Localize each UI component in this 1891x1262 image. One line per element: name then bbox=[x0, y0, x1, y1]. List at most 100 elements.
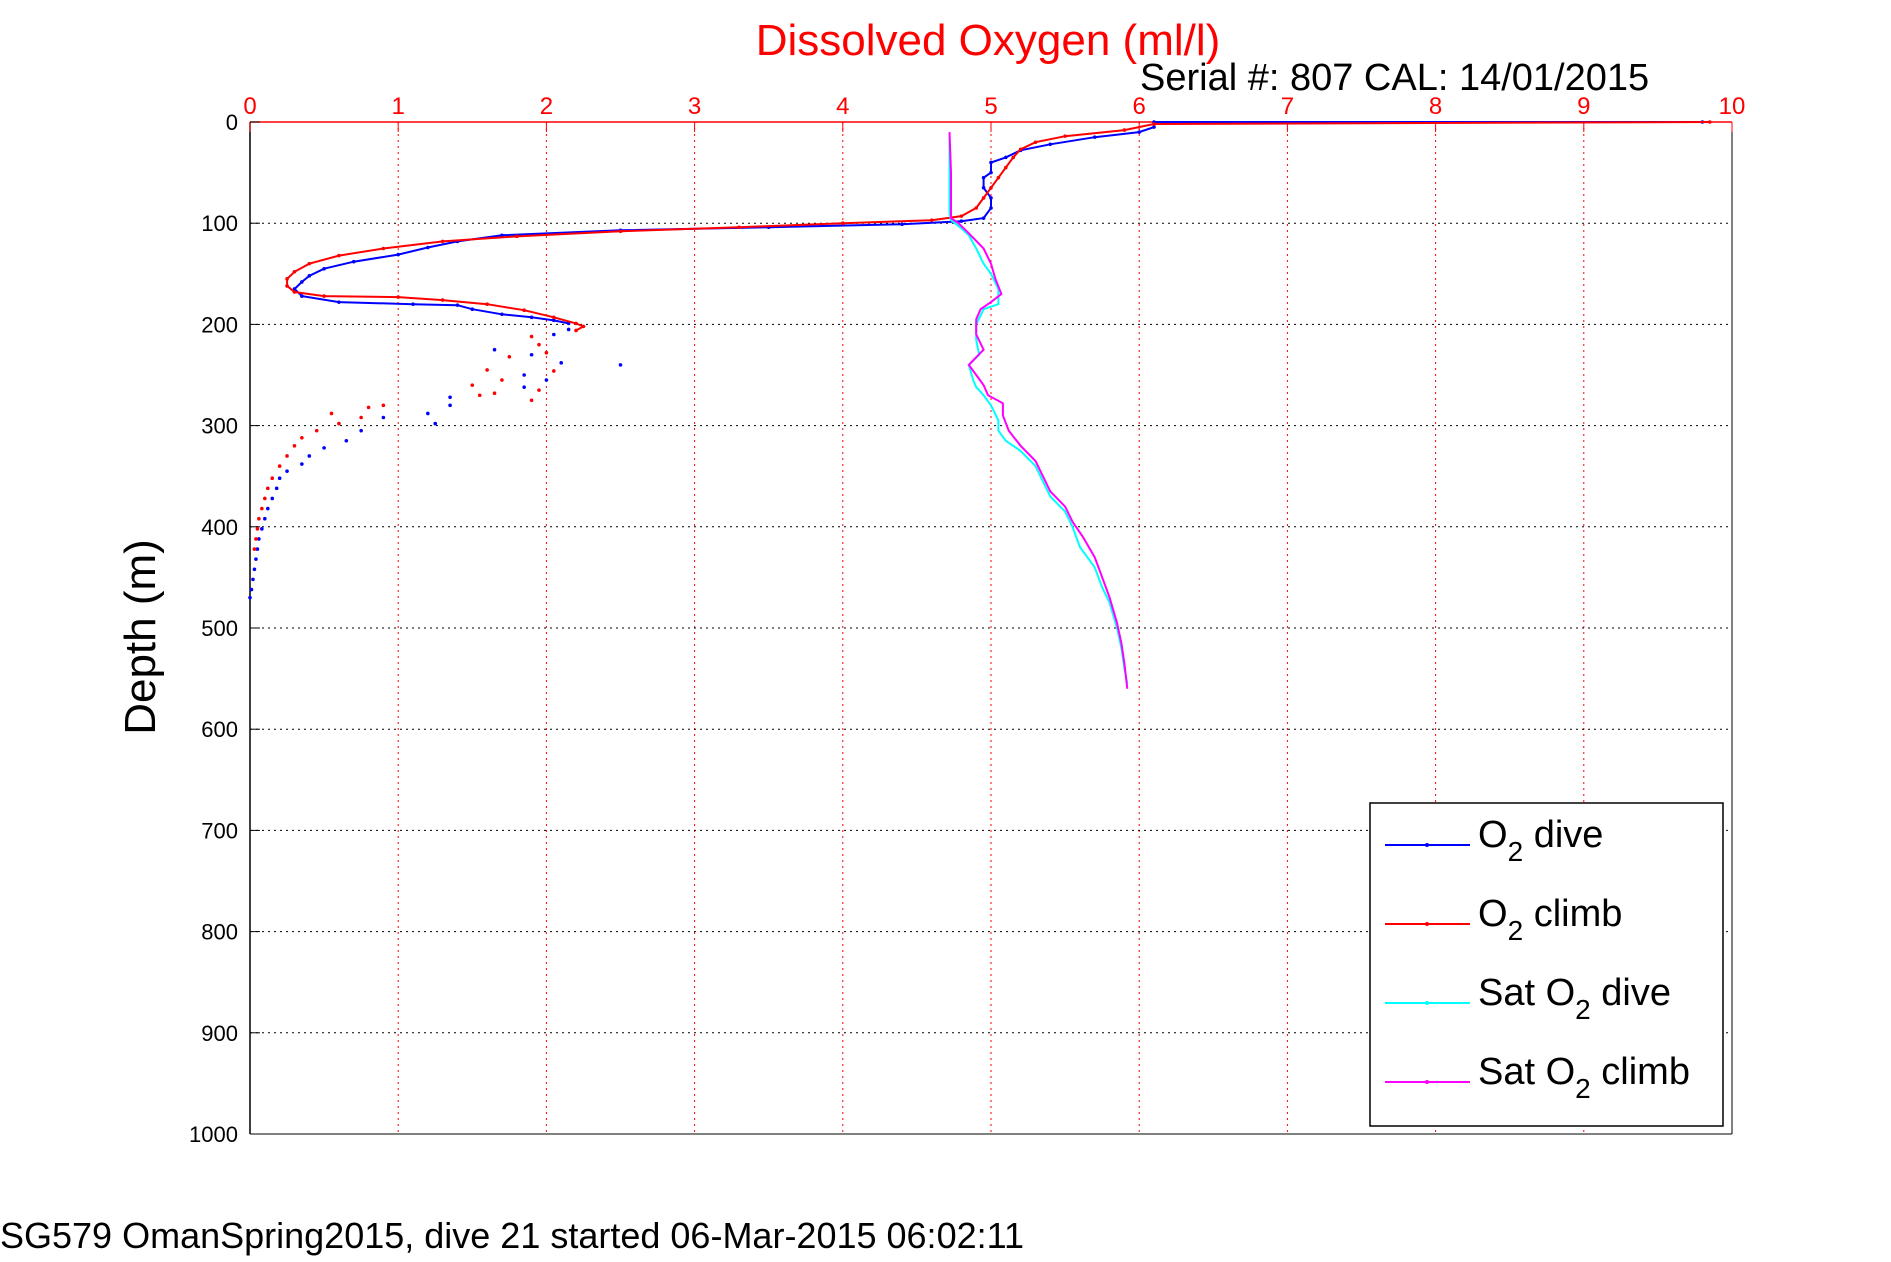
data-point-o2-dive bbox=[1137, 130, 1141, 134]
data-point-o2-dive-scatter bbox=[277, 476, 282, 481]
data-point-o2-dive bbox=[981, 175, 986, 180]
data-point-o2-climb bbox=[1011, 155, 1016, 160]
plot-area: 0 1 2 3 4 5 6 7 8 9 100100200300400500600700800900… bbox=[189, 93, 1745, 1147]
data-point-o2-dive bbox=[500, 233, 504, 238]
data-point-o2-dive bbox=[989, 160, 993, 165]
data-point-o2-climb bbox=[737, 225, 741, 230]
data-point-o2-dive-scatter bbox=[263, 516, 267, 521]
y-tick-label: 500 bbox=[201, 616, 238, 641]
data-point-o2-dive-scatter bbox=[254, 557, 258, 561]
data-point-o2-dive-scatter bbox=[522, 373, 526, 377]
data-point-o2-climb-scatter bbox=[500, 378, 504, 382]
legend-marker bbox=[1425, 843, 1429, 847]
chart-subtitle: Serial #: 807 CAL: 14/01/2015 bbox=[1140, 57, 1649, 99]
data-point-o2-climb bbox=[396, 295, 401, 299]
y-tick-label: 1000 bbox=[189, 1122, 238, 1147]
data-point-o2-climb bbox=[285, 284, 289, 288]
data-point-o2-dive-scatter bbox=[552, 332, 556, 337]
legend-box bbox=[1369, 802, 1724, 1127]
data-point-o2-dive bbox=[529, 315, 534, 320]
y-tick-label: 700 bbox=[201, 818, 238, 843]
data-point-o2-climb-scatter bbox=[257, 516, 261, 521]
data-point-o2-dive bbox=[337, 300, 341, 304]
data-point-o2-climb-scatter bbox=[277, 464, 282, 468]
data-point-o2-dive bbox=[1048, 142, 1053, 147]
data-point-o2-climb bbox=[292, 269, 297, 274]
y-tick-label: 800 bbox=[201, 920, 238, 945]
y-axis-label: Depth (m) bbox=[116, 539, 165, 735]
data-point-o2-climb bbox=[552, 315, 556, 320]
data-point-o2-dive bbox=[300, 294, 304, 298]
data-point-o2-dive bbox=[900, 222, 904, 227]
data-point-o2-dive-scatter bbox=[307, 454, 312, 458]
data-point-o2-climb-scatter bbox=[337, 421, 341, 426]
data-point-o2-dive-scatter bbox=[492, 347, 497, 352]
data-point-o2-climb-scatter bbox=[329, 411, 334, 416]
data-point-o2-climb-scatter bbox=[477, 393, 482, 398]
data-point-o2-dive-scatter bbox=[322, 446, 326, 450]
x-tick-label: 10 bbox=[1719, 93, 1746, 120]
data-point-o2-dive-scatter bbox=[255, 547, 260, 551]
data-point-o2-climb-scatter bbox=[537, 388, 541, 392]
data-point-o2-dive-scatter bbox=[344, 438, 349, 443]
data-point-o2-climb-scatter bbox=[270, 476, 275, 481]
data-point-o2-climb-scatter bbox=[263, 496, 267, 501]
data-point-o2-climb bbox=[381, 246, 386, 251]
legend-marker bbox=[1425, 922, 1429, 926]
data-point-o2-climb bbox=[292, 290, 297, 294]
data-point-o2-climb-scatter bbox=[252, 547, 257, 551]
data-point-o2-dive bbox=[470, 307, 475, 312]
data-point-o2-dive-scatter bbox=[270, 496, 275, 501]
data-point-o2-dive bbox=[300, 280, 304, 284]
data-point-o2-climb-scatter bbox=[537, 342, 541, 347]
data-point-o2-dive-scatter bbox=[285, 469, 289, 473]
data-point-o2-dive bbox=[989, 196, 993, 200]
data-point-o2-climb bbox=[485, 302, 489, 306]
legend-label: Sat O2 climb bbox=[1478, 1051, 1690, 1104]
data-point-o2-climb-scatter bbox=[300, 435, 304, 440]
data-point-o2-dive bbox=[989, 206, 993, 210]
data-point-o2-climb-scatter bbox=[265, 486, 270, 491]
data-point-o2-climb-scatter bbox=[529, 398, 534, 403]
x-tick-label: 9 bbox=[1577, 93, 1590, 120]
y-tick-label: 0 bbox=[226, 110, 238, 135]
data-point-o2-dive-scatter bbox=[248, 595, 252, 600]
data-point-o2-climb-scatter bbox=[381, 403, 386, 408]
chart-title: Dissolved Oxygen (ml/l) bbox=[756, 16, 1221, 65]
data-point-o2-dive-scatter bbox=[529, 352, 534, 357]
legend: O2 dive O2 climb Sat O2 dive Sat O2 climb bbox=[1369, 802, 1724, 1127]
data-point-o2-dive-scatter bbox=[559, 361, 564, 365]
data-point-o2-dive-scatter bbox=[251, 577, 255, 582]
data-point-o2-dive-scatter bbox=[544, 378, 549, 382]
data-point-o2-climb bbox=[307, 261, 312, 266]
data-point-o2-climb bbox=[989, 185, 993, 190]
data-point-o2-climb bbox=[1152, 122, 1156, 126]
data-point-o2-climb-scatter bbox=[254, 537, 258, 541]
data-point-o2-dive bbox=[1152, 125, 1156, 129]
data-point-o2-dive bbox=[981, 216, 986, 220]
data-point-o2-climb-scatter bbox=[285, 454, 289, 458]
y-tick-label: 200 bbox=[201, 312, 238, 337]
data-point-o2-climb-scatter bbox=[470, 383, 475, 387]
data-point-o2-dive bbox=[1004, 155, 1008, 160]
data-point-o2-dive bbox=[500, 312, 504, 317]
data-point-o2-climb-scatter bbox=[507, 354, 512, 359]
data-point-o2-climb bbox=[581, 324, 586, 329]
data-point-o2-climb bbox=[440, 298, 445, 302]
data-point-o2-climb bbox=[337, 253, 341, 258]
data-point-o2-climb bbox=[618, 229, 623, 234]
data-point-o2-climb-scatter bbox=[529, 334, 534, 339]
data-point-o2-dive bbox=[981, 185, 986, 190]
data-point-o2-dive bbox=[411, 302, 415, 306]
legend-marker bbox=[1425, 1001, 1429, 1005]
y-tick-label: 900 bbox=[201, 1021, 238, 1046]
caption: SG579 OmanSpring2015, dive 21 started 06… bbox=[0, 1215, 1024, 1256]
y-tick-label: 300 bbox=[201, 414, 238, 439]
data-point-o2-climb-scatter bbox=[544, 350, 549, 355]
data-point-o2-climb-scatter bbox=[552, 369, 556, 373]
data-point-o2-climb bbox=[1063, 134, 1067, 138]
data-point-o2-climb bbox=[574, 328, 578, 333]
data-point-o2-climb bbox=[996, 175, 1001, 180]
data-point-o2-dive bbox=[426, 245, 430, 250]
data-point-o2-climb bbox=[1122, 128, 1127, 132]
